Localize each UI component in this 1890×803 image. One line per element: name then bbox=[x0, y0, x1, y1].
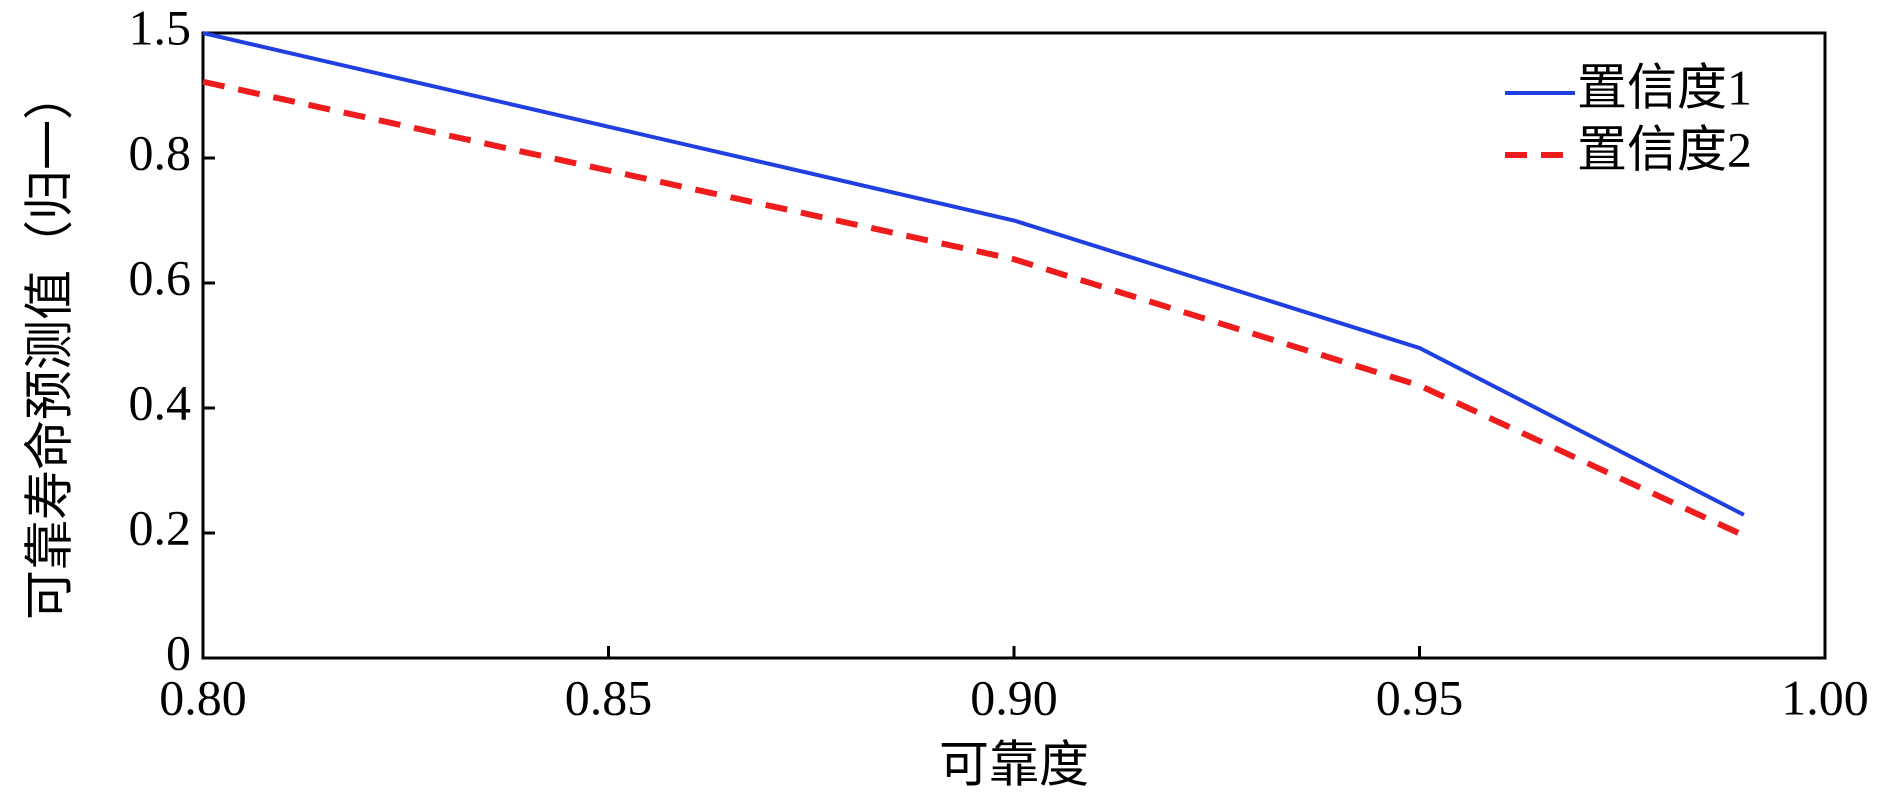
y-tick-label: 0 bbox=[166, 624, 191, 680]
y-tick-label: 1.5 bbox=[129, 0, 192, 55]
series-line bbox=[202, 31, 1745, 517]
x-tick-label: 1.00 bbox=[1781, 669, 1869, 725]
x-axis-label: 可靠度 bbox=[939, 736, 1089, 792]
x-tick-label: 0.80 bbox=[159, 669, 247, 725]
plot-frame bbox=[201, 31, 1827, 660]
y-tick-label: 0.8 bbox=[129, 124, 192, 180]
legend-label: 置信度2 bbox=[1577, 121, 1752, 177]
y-tick-label: 0.2 bbox=[129, 499, 192, 555]
x-tick-label: 0.90 bbox=[970, 669, 1058, 725]
legend-label: 置信度1 bbox=[1577, 59, 1752, 115]
x-tick-label: 0.85 bbox=[565, 669, 653, 725]
series-line bbox=[202, 78, 1746, 539]
y-tick-label: 0.4 bbox=[129, 374, 192, 430]
x-tick-label: 0.95 bbox=[1376, 669, 1464, 725]
y-tick-label: 0.6 bbox=[129, 249, 192, 305]
y-axis-label: 可靠寿命预测值（归一） bbox=[21, 70, 77, 620]
